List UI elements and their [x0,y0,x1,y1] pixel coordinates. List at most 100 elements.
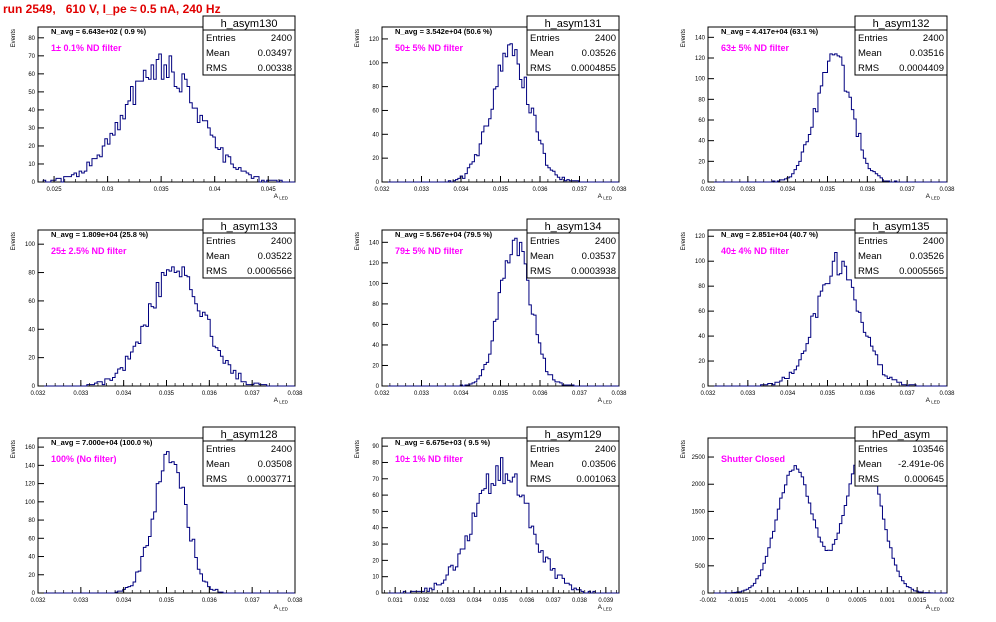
y-axis-label: Events [681,29,687,47]
y-tick-label: 20 [372,558,379,564]
y-tick-label: 2000 [692,482,706,488]
y-tick-label: 10 [28,162,35,168]
histogram-name: h_asym133 [221,221,278,233]
x-tick-label: 0.033 [740,391,756,397]
stat-value-mean: 0.03506 [582,459,616,470]
x-axis-label-main: A [926,193,931,200]
x-tick-label: 0.037 [245,391,261,397]
y-tick-label: 20 [372,156,379,162]
y-tick-label: 0 [32,591,36,597]
n-avg-label: N_avg = 3.542e+04 (50.6 %) [395,27,493,36]
y-axis-label: Events [355,440,361,458]
y-tick-label: 80 [372,460,379,466]
histogram-panel: 0.032 0.033 0.034 0.035 0.036 0.037 0.038 0 20 40… [11,426,303,612]
y-tick-label: 120 [369,37,380,43]
stat-label-entries: Entries [530,33,560,44]
x-axis-label-main: A [274,397,279,404]
y-tick-label: 40 [698,334,705,340]
y-tick-label: 140 [695,35,706,41]
stat-label-rms: RMS [206,63,227,74]
stat-label-entries: Entries [530,444,560,455]
y-tick-label: 0 [702,180,706,186]
histogram-line [38,451,295,594]
y-tick-label: 20 [28,356,35,362]
n-avg-label: N_avg = 5.567e+04 (79.5 %) [395,230,493,239]
x-axis-label-main: A [926,397,931,404]
x-tick-label: 0.034 [116,598,132,604]
stats-box: hPed_asym Entries 103546 Mean -2.491e-06 RMS 0… [854,426,948,487]
stat-label-entries: Entries [858,33,888,44]
histogram-line [382,457,619,594]
y-tick-label: 60 [372,493,379,499]
stat-value-mean: 0.03516 [910,48,944,59]
histogram-name: h_asym134 [545,221,602,233]
stat-label-mean: Mean [206,459,230,470]
y-tick-label: 120 [695,56,706,62]
y-axis-label: Events [11,29,17,47]
stats-box: h_asym133 Entries 2400 Mean 0.03522 RMS 0.0006… [202,218,296,279]
x-tick-label: 0.033 [414,187,430,193]
x-axis-label-main: A [598,604,603,611]
x-tick-label: 0.039 [598,598,614,604]
stat-label-mean: Mean [206,48,230,59]
x-axis-label: A LED [926,193,941,201]
x-tick-label: 0.037 [245,598,261,604]
stat-value-rms: 0.0003938 [571,266,616,277]
filter-annotation: 10± 1% ND filter [395,454,463,464]
y-tick-label: 50 [372,509,379,515]
stat-value-entries: 2400 [595,33,616,44]
stats-box-frame [526,426,620,487]
y-tick-label: 40 [372,132,379,138]
y-tick-label: 60 [698,118,705,124]
stats-box-frame [202,218,296,279]
y-tick-label: 0 [702,591,706,597]
x-tick-label: 0.025 [47,187,63,193]
y-tick-label: 10 [372,575,379,581]
y-tick-label: 100 [369,281,380,287]
y-tick-label: 1000 [692,537,706,543]
x-tick-label: 0.0015 [908,598,927,604]
x-axis-label-sub: LED [602,400,613,405]
histogram-panel: 0.032 0.033 0.034 0.035 0.036 0.037 0.038 0 20 40… [11,218,303,405]
x-tick-label: 0.032 [414,598,430,604]
y-tick-label: 0 [376,591,380,597]
x-axis-label-sub: LED [278,196,289,201]
x-axis-label-main: A [274,193,279,200]
stat-label-mean: Mean [858,251,882,262]
x-tick-label: 0.038 [611,187,627,193]
histogram-line [708,53,947,183]
filter-annotation: 100% (No filter) [51,454,117,464]
stats-box-frame [854,218,948,279]
y-tick-label: 60 [28,72,35,78]
x-axis-label: A LED [274,604,289,612]
y-axis-label: Events [355,29,361,47]
histogram-panel: 0.032 0.033 0.034 0.035 0.036 0.037 0.038 0 20 40… [355,218,627,405]
histogram-panel: -0.002 -0.0015 -0.001 -0.0005 0 0.0005 0.001 0.… [681,426,955,612]
y-tick-label: 70 [372,477,379,483]
stat-value-entries: 103546 [912,444,944,455]
y-tick-label: 50 [28,90,35,96]
x-tick-label: 0.035 [154,187,170,193]
stat-value-rms: 0.0005565 [899,266,944,277]
stats-box-frame [202,426,296,487]
filter-annotation: 79± 5% ND filter [395,246,463,256]
y-tick-label: 40 [698,139,705,145]
stats-box-frame [202,15,296,76]
x-tick-label: 0.034 [116,391,132,397]
histogram-name: h_asym128 [221,429,278,441]
x-tick-label: 0.038 [939,187,955,193]
stat-value-rms: 0.00338 [258,63,292,74]
histogram-panel: 0.032 0.033 0.034 0.035 0.036 0.037 0.038 0 20 40… [681,218,955,405]
stat-value-rms: 0.0004409 [899,63,944,74]
y-tick-label: 140 [369,240,380,246]
y-tick-label: 60 [372,322,379,328]
y-tick-label: 120 [695,234,706,240]
y-tick-label: 20 [28,144,35,150]
stats-box-frame [854,426,948,487]
x-tick-label: 0.036 [532,391,548,397]
y-axis-label: Events [11,440,17,458]
stat-label-entries: Entries [206,444,236,455]
histogram-name: hPed_asym [872,429,930,441]
y-tick-label: 100 [25,242,36,248]
stat-label-rms: RMS [858,474,879,485]
